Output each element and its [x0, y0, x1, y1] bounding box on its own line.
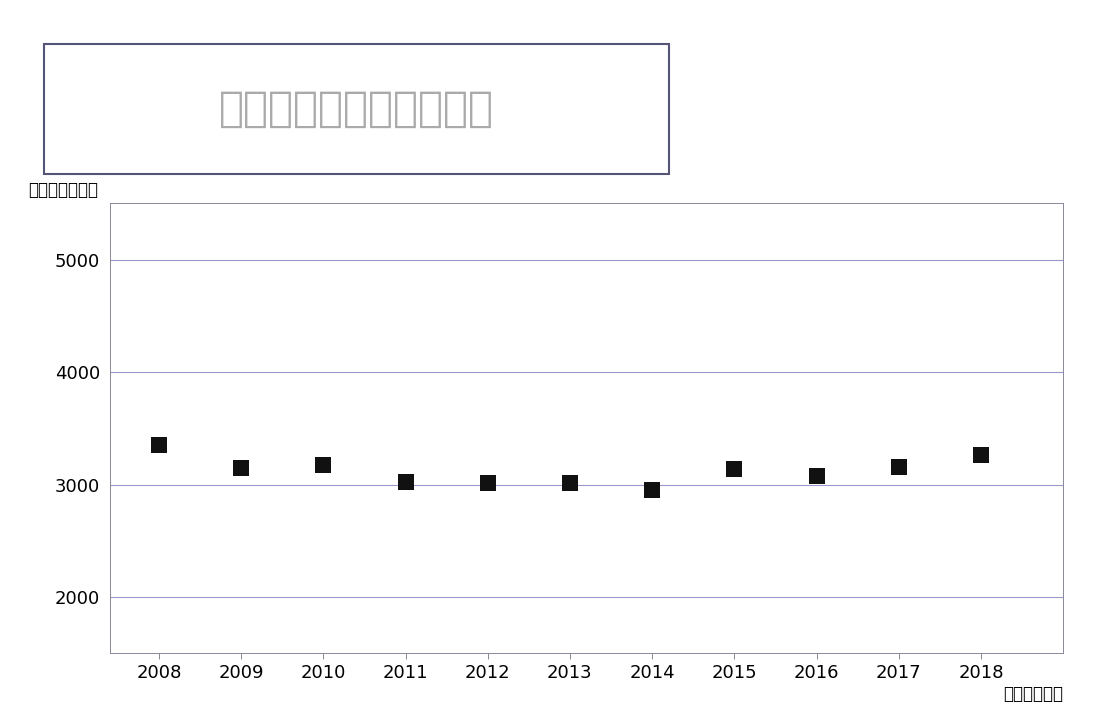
Point [890, 461, 907, 473]
Point [643, 484, 661, 496]
FancyBboxPatch shape [44, 44, 669, 174]
Point [726, 463, 743, 475]
Point [561, 478, 579, 489]
Point [315, 460, 332, 471]
Point [479, 478, 496, 489]
Point [232, 462, 250, 473]
Text: （単位：万円）: （単位：万円） [28, 181, 99, 199]
Point [808, 470, 825, 481]
Text: （単位：年）: （単位：年） [1003, 685, 1063, 703]
Point [150, 439, 168, 451]
Point [972, 449, 990, 461]
Text: 中古戸建住宅の価格推移: 中古戸建住宅の価格推移 [219, 88, 493, 130]
Point [397, 476, 414, 488]
